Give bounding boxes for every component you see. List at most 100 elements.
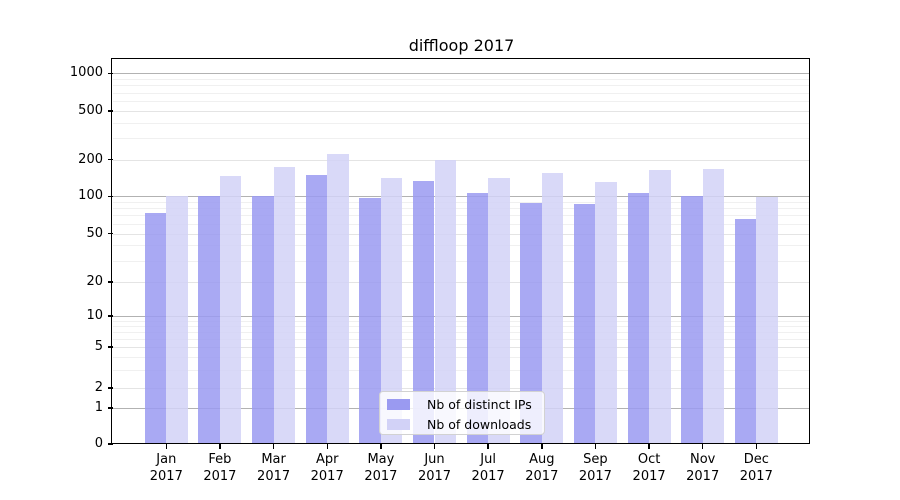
minor-gridline xyxy=(113,357,810,358)
y-axis-tick xyxy=(108,110,113,112)
x-tick-label: Aug 2017 xyxy=(525,452,559,484)
ips-legend-label: Nb of distinct IPs xyxy=(427,397,532,412)
bar-downloads xyxy=(380,177,403,444)
x-tick-label: Jan 2017 xyxy=(149,452,183,484)
minor-gridline xyxy=(113,122,810,124)
bar-downloads xyxy=(488,177,510,444)
bar-downloads xyxy=(649,169,671,444)
minor-gridline xyxy=(113,85,810,87)
y-tick-label: 20 xyxy=(86,274,103,289)
downloads-swatch xyxy=(387,419,410,430)
minor-gridline xyxy=(113,320,810,322)
minor-gridline xyxy=(113,101,810,103)
y-tick-label: 1 xyxy=(94,400,103,415)
x-tick-label: Jul 2017 xyxy=(471,452,505,484)
x-tick-label: Apr 2017 xyxy=(310,452,344,484)
minor-gridline xyxy=(113,369,810,371)
bar-downloads xyxy=(219,175,242,444)
y-tick-label: 2 xyxy=(94,380,103,395)
major-gridline xyxy=(113,73,810,75)
y-tick-label: 50 xyxy=(86,225,103,241)
bar-distinct-ips xyxy=(573,204,596,444)
bar-distinct-ips xyxy=(144,212,167,444)
x-axis-tick xyxy=(541,444,543,449)
x-tick-label: Feb 2017 xyxy=(203,452,237,484)
bar-distinct-ips xyxy=(305,175,328,444)
minor-gridline xyxy=(113,92,810,94)
minor-gridline xyxy=(113,215,810,217)
y-tick-label: 100 xyxy=(78,188,103,204)
y-tick-label: 200 xyxy=(78,151,103,167)
x-tick-label: Mar 2017 xyxy=(257,452,291,484)
y-axis-tick xyxy=(108,315,113,317)
x-axis-tick xyxy=(433,444,436,449)
minor-gridline xyxy=(113,245,810,247)
bar-distinct-ips xyxy=(198,195,220,444)
minor-gridline xyxy=(113,202,810,203)
bar-downloads xyxy=(273,167,296,444)
bar-distinct-ips xyxy=(466,192,489,444)
chart-title: diffloop 2017 xyxy=(408,36,515,55)
major-gridline xyxy=(113,282,810,283)
bar-downloads xyxy=(756,197,778,444)
minor-gridline xyxy=(113,223,810,225)
bar-distinct-ips xyxy=(359,197,381,444)
y-tick-label: 1000 xyxy=(69,65,103,81)
y-axis-tick xyxy=(108,72,113,74)
x-tick-label: Dec 2017 xyxy=(739,452,773,484)
x-axis-tick xyxy=(165,444,168,449)
x-axis-tick xyxy=(594,444,597,449)
major-gridline xyxy=(113,233,810,235)
y-axis-tick xyxy=(108,232,113,235)
major-gridline xyxy=(113,388,810,389)
bar-downloads xyxy=(327,154,349,444)
x-axis-tick xyxy=(326,444,328,449)
y-tick-label: 0 xyxy=(94,436,103,451)
bar-downloads xyxy=(541,173,564,444)
legend: Nb of distinct IPs Nb of downloads xyxy=(379,391,545,435)
downloads-legend-label: Nb of downloads xyxy=(427,417,532,432)
x-axis-tick xyxy=(487,444,489,449)
minor-gridline xyxy=(113,326,810,327)
major-gridline xyxy=(113,111,810,112)
x-tick-label: Oct 2017 xyxy=(632,452,666,484)
y-tick-label: 10 xyxy=(86,308,103,323)
major-gridline xyxy=(113,159,810,161)
minor-gridline xyxy=(113,260,810,262)
x-tick-label: Jun 2017 xyxy=(417,452,452,484)
ips-swatch xyxy=(387,399,410,410)
y-axis-tick xyxy=(108,195,113,198)
y-tick-label: 5 xyxy=(94,339,103,354)
minor-gridline xyxy=(113,79,810,80)
major-gridline xyxy=(113,316,810,317)
minor-gridline xyxy=(113,338,810,340)
legend-row-ips: Nb of distinct IPs xyxy=(387,395,544,414)
y-axis-tick xyxy=(108,346,113,348)
legend-row-downloads: Nb of downloads xyxy=(387,415,544,434)
minor-gridline xyxy=(113,332,810,333)
x-axis-tick xyxy=(219,444,221,449)
bar-distinct-ips xyxy=(627,192,650,444)
x-axis-tick xyxy=(380,444,382,449)
x-axis-tick xyxy=(648,444,650,449)
major-gridline xyxy=(113,347,810,348)
y-axis-tick xyxy=(108,387,113,389)
bar-distinct-ips xyxy=(412,180,435,444)
plot-area xyxy=(113,60,810,444)
bar-downloads xyxy=(595,182,617,444)
minor-gridline xyxy=(113,208,810,210)
bar-downloads xyxy=(702,168,725,444)
y-tick-label: 500 xyxy=(78,103,103,118)
y-axis-tick xyxy=(108,281,113,283)
x-tick-label: Sep 2017 xyxy=(578,452,612,484)
x-axis-tick xyxy=(272,444,275,449)
x-axis-tick xyxy=(701,444,704,449)
bar-downloads xyxy=(166,196,188,444)
bar-downloads xyxy=(434,160,457,444)
x-axis-tick xyxy=(755,444,758,449)
minor-gridline xyxy=(113,138,810,139)
y-axis-tick xyxy=(108,158,113,161)
x-tick-label: Nov 2017 xyxy=(686,452,720,484)
bar-distinct-ips xyxy=(520,202,542,444)
